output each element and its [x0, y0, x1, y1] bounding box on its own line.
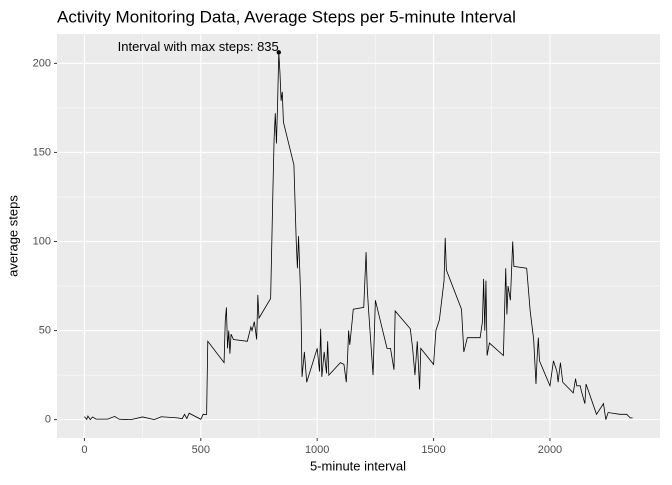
- y-tick-label: 200: [33, 57, 51, 69]
- x-tick-label: 0: [81, 444, 87, 456]
- annotation: Interval with max steps: 835: [118, 39, 279, 54]
- x-axis-label: 5-minute interval: [310, 458, 406, 473]
- y-axis-label: average steps: [5, 195, 20, 277]
- x-tick-label: 2000: [538, 444, 562, 456]
- y-tick-label: 150: [33, 146, 51, 158]
- y-tick-label: 100: [33, 235, 51, 247]
- panel: [57, 34, 660, 438]
- x-tick-label: 1000: [305, 444, 329, 456]
- line: [84, 52, 633, 421]
- x-tick-label: 500: [192, 444, 210, 456]
- x-tick-label: 1500: [421, 444, 445, 456]
- y-tick-label: 50: [39, 324, 51, 336]
- chart-title: Activity Monitoring Data, Average Steps …: [57, 7, 516, 26]
- max-point: [276, 50, 281, 55]
- y-tick-label: 0: [45, 414, 51, 426]
